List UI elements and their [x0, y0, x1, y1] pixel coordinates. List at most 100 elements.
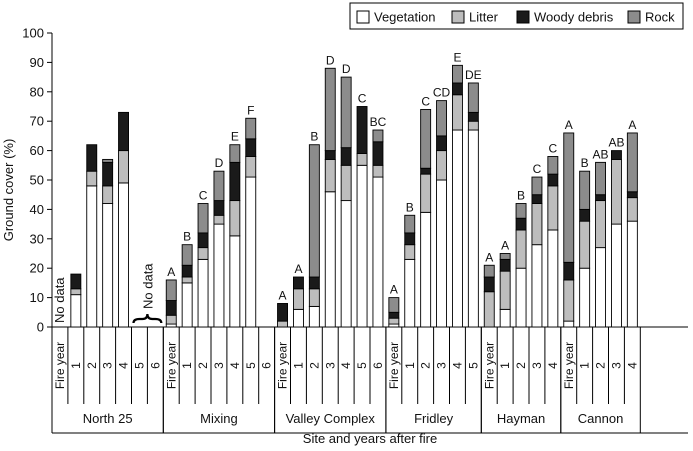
x-category-label: 2: [307, 362, 321, 369]
significance-letter: AB: [593, 147, 609, 161]
bar-segment-litter: [404, 244, 416, 260]
bar-segment-woody-debris: [388, 311, 400, 319]
x-category-label: 3: [323, 362, 337, 369]
significance-letter: A: [565, 118, 573, 132]
bar-segment-vegetation: [531, 244, 543, 328]
significance-letter: C: [421, 94, 430, 108]
bar-segment-rock: [308, 144, 320, 278]
significance-letter: BC: [370, 115, 387, 129]
bar-segment-woody-debris: [404, 232, 416, 246]
bar-segment-rock: [181, 244, 193, 266]
bar-segment-woody-debris: [531, 194, 543, 204]
x-category-label: 2: [196, 362, 210, 369]
bars-layer: [70, 64, 638, 328]
no-data-brace: [132, 313, 163, 324]
bar-segment-vegetation: [436, 179, 447, 328]
x-category-label: 4: [546, 362, 560, 369]
bar-segment-litter: [86, 170, 98, 187]
bar-segment-litter: [293, 288, 304, 310]
x-category-label: 2: [594, 362, 608, 369]
bar-segment-woody-debris: [595, 194, 606, 202]
bar-segment-woody-debris: [420, 167, 432, 175]
x-category-label: 4: [450, 362, 464, 369]
x-category-label: 3: [101, 362, 115, 369]
x-category-label: 1: [403, 362, 417, 369]
bar-segment-vegetation: [70, 294, 82, 328]
bar-segment-litter: [563, 279, 575, 322]
bar-segment-litter: [499, 270, 511, 310]
bar-segment-woody-debris: [118, 111, 130, 152]
y-tick-label: 40: [30, 202, 44, 217]
bar-segment-litter: [515, 229, 527, 269]
bar-segment-litter: [372, 164, 384, 178]
bar-segment-litter: [229, 200, 241, 237]
bar-segment-rock: [340, 76, 352, 149]
site-label: Mixing: [200, 411, 238, 426]
bar-segment-rock: [388, 297, 400, 313]
x-category-label: 6: [260, 362, 274, 369]
bar-segment-litter: [579, 220, 591, 269]
significance-letter: D: [326, 53, 335, 67]
bar-segment-vegetation: [356, 164, 368, 328]
significance-letter: F: [247, 103, 254, 117]
y-tick-label: 50: [30, 173, 44, 188]
x-category-label: 5: [132, 362, 146, 369]
bar-segment-litter: [595, 200, 606, 249]
bar-segment-litter: [213, 214, 225, 225]
significance-letter: D: [215, 156, 224, 170]
x-category-label: 1: [291, 362, 305, 369]
bar-segment-rock: [595, 161, 606, 196]
significance-letter: AB: [608, 136, 624, 150]
bar-segment-litter: [308, 288, 320, 307]
bar-segment-woody-debris: [197, 232, 209, 249]
significance-letter: A: [485, 250, 493, 264]
significance-letter: A: [390, 283, 398, 297]
bar-segment-rock: [467, 82, 479, 113]
bar-segment-rock: [547, 156, 559, 175]
bar-segment-vegetation: [452, 129, 463, 328]
x-category-label: 4: [339, 362, 353, 369]
bar-segment-woody-debris: [277, 303, 288, 322]
bar-segment-rock: [102, 158, 114, 163]
bar-segment-vegetation: [611, 223, 622, 328]
bar-segment-litter: [388, 317, 400, 325]
bar-segment-woody-debris: [165, 300, 177, 316]
bar-segment-vegetation: [547, 229, 559, 328]
bar-segment-vegetation: [340, 200, 352, 328]
bar-segment-woody-debris: [452, 82, 463, 96]
x-category-label: 3: [212, 362, 226, 369]
y-tick-label: 10: [30, 290, 44, 305]
bar-segment-litter: [277, 320, 288, 328]
x-category-label: Fire year: [562, 342, 576, 389]
legend: Vegetation Litter Woody debris Rock: [349, 2, 684, 30]
x-category-label: 5: [244, 362, 258, 369]
x-category-label: 4: [117, 362, 131, 369]
bar-segment-vegetation: [467, 129, 479, 328]
bar-segment-vegetation: [420, 211, 432, 328]
bar-segment-vegetation: [245, 176, 257, 328]
significance-letter: A: [628, 118, 636, 132]
bar-segment-litter: [356, 153, 368, 166]
bar-segment-rock: [531, 176, 543, 196]
x-category-label: Fire year: [387, 342, 401, 389]
bar-segment-vegetation: [579, 267, 591, 328]
legend-label-rock: Rock: [645, 10, 675, 25]
bar-segment-litter: [483, 291, 495, 328]
bar-segment-woody-debris: [102, 161, 114, 187]
bar-segment-woody-debris: [229, 161, 241, 202]
bar-segment-vegetation: [86, 185, 98, 328]
bar-segment-woody-debris: [372, 141, 384, 166]
x-category-label: 1: [498, 362, 512, 369]
significance-letter: B: [517, 189, 525, 203]
x-category-label: 5: [355, 362, 369, 369]
bar-segment-rock: [452, 64, 463, 84]
bar-segment-rock: [324, 67, 336, 152]
bar-segment-litter: [611, 158, 622, 225]
significance-letter: DE: [465, 68, 482, 82]
bar-segment-vegetation: [404, 258, 416, 328]
bar-segment-woody-debris: [181, 264, 193, 278]
x-category-label: 4: [228, 362, 242, 369]
significance-letter: A: [501, 239, 509, 253]
